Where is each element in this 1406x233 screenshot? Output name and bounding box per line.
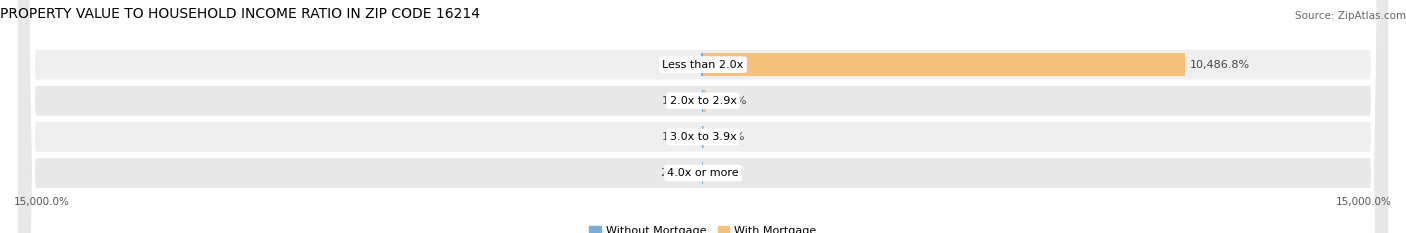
Text: 4.0x or more: 4.0x or more — [668, 168, 738, 178]
Text: 58.2%: 58.2% — [711, 96, 747, 106]
Text: 8.4%: 8.4% — [709, 168, 737, 178]
Text: Source: ZipAtlas.com: Source: ZipAtlas.com — [1295, 10, 1406, 21]
Text: 13.5%: 13.5% — [662, 96, 697, 106]
Text: 13.2%: 13.2% — [661, 132, 697, 142]
Text: 21.7%: 21.7% — [710, 132, 745, 142]
Text: 2.0x to 2.9x: 2.0x to 2.9x — [669, 96, 737, 106]
FancyBboxPatch shape — [17, 0, 1389, 233]
Text: 44.0%: 44.0% — [659, 60, 696, 70]
Text: 29.4%: 29.4% — [661, 168, 696, 178]
FancyBboxPatch shape — [17, 0, 1389, 233]
FancyBboxPatch shape — [17, 0, 1389, 233]
Text: 15,000.0%: 15,000.0% — [1336, 197, 1392, 207]
Bar — [703, 53, 1185, 76]
Bar — [703, 89, 706, 112]
Text: 15,000.0%: 15,000.0% — [14, 197, 70, 207]
Text: 10,486.8%: 10,486.8% — [1189, 60, 1250, 70]
Text: Less than 2.0x: Less than 2.0x — [662, 60, 744, 70]
FancyBboxPatch shape — [17, 0, 1389, 233]
Bar — [702, 53, 703, 76]
Legend: Without Mortgage, With Mortgage: Without Mortgage, With Mortgage — [585, 221, 821, 233]
Text: 3.0x to 3.9x: 3.0x to 3.9x — [669, 132, 737, 142]
Text: PROPERTY VALUE TO HOUSEHOLD INCOME RATIO IN ZIP CODE 16214: PROPERTY VALUE TO HOUSEHOLD INCOME RATIO… — [0, 7, 481, 21]
